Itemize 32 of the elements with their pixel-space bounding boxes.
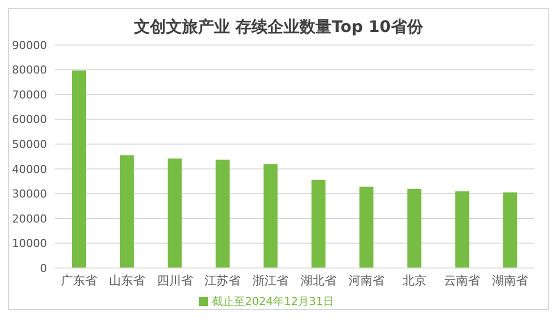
x-tick-label: 云南省	[444, 274, 480, 288]
bar	[72, 70, 86, 268]
y-tick-label: 0	[40, 262, 47, 275]
bar	[264, 164, 278, 268]
y-tick-label: 40000	[12, 162, 47, 176]
bar	[503, 192, 518, 268]
bar	[216, 160, 230, 268]
x-tick-label: 江苏省	[204, 274, 241, 288]
y-tick-label: 50000	[12, 138, 47, 152]
x-tick-label: 北京	[402, 274, 426, 288]
y-tick-label: 80000	[12, 64, 47, 77]
bar	[407, 188, 422, 268]
x-tick-label: 山东省	[108, 274, 145, 288]
x-tick-label: 湖北省	[300, 274, 336, 288]
bar	[455, 191, 470, 268]
bar	[312, 180, 326, 268]
x-tick-label: 广东省	[60, 274, 97, 288]
x-tick-label: 湖南省	[492, 274, 528, 288]
x-tick-label: 河南省	[348, 274, 384, 288]
x-tick-label: 浙江省	[252, 274, 289, 288]
y-tick-label: 20000	[12, 212, 47, 226]
y-tick-label: 90000	[12, 38, 47, 52]
y-tick-label: 30000	[12, 188, 47, 201]
bar	[168, 158, 182, 268]
y-tick-label: 70000	[12, 88, 47, 102]
y-tick-label: 10000	[12, 237, 47, 250]
x-tick-label: 四川省	[156, 274, 193, 288]
legend-label: 截止至2024年12月31日	[212, 295, 334, 308]
bar	[120, 155, 134, 268]
y-tick-label: 60000	[12, 113, 47, 126]
chart-title: 文创文旅产业 存续企业数量Top 10省份	[133, 17, 424, 38]
bar	[359, 186, 374, 268]
